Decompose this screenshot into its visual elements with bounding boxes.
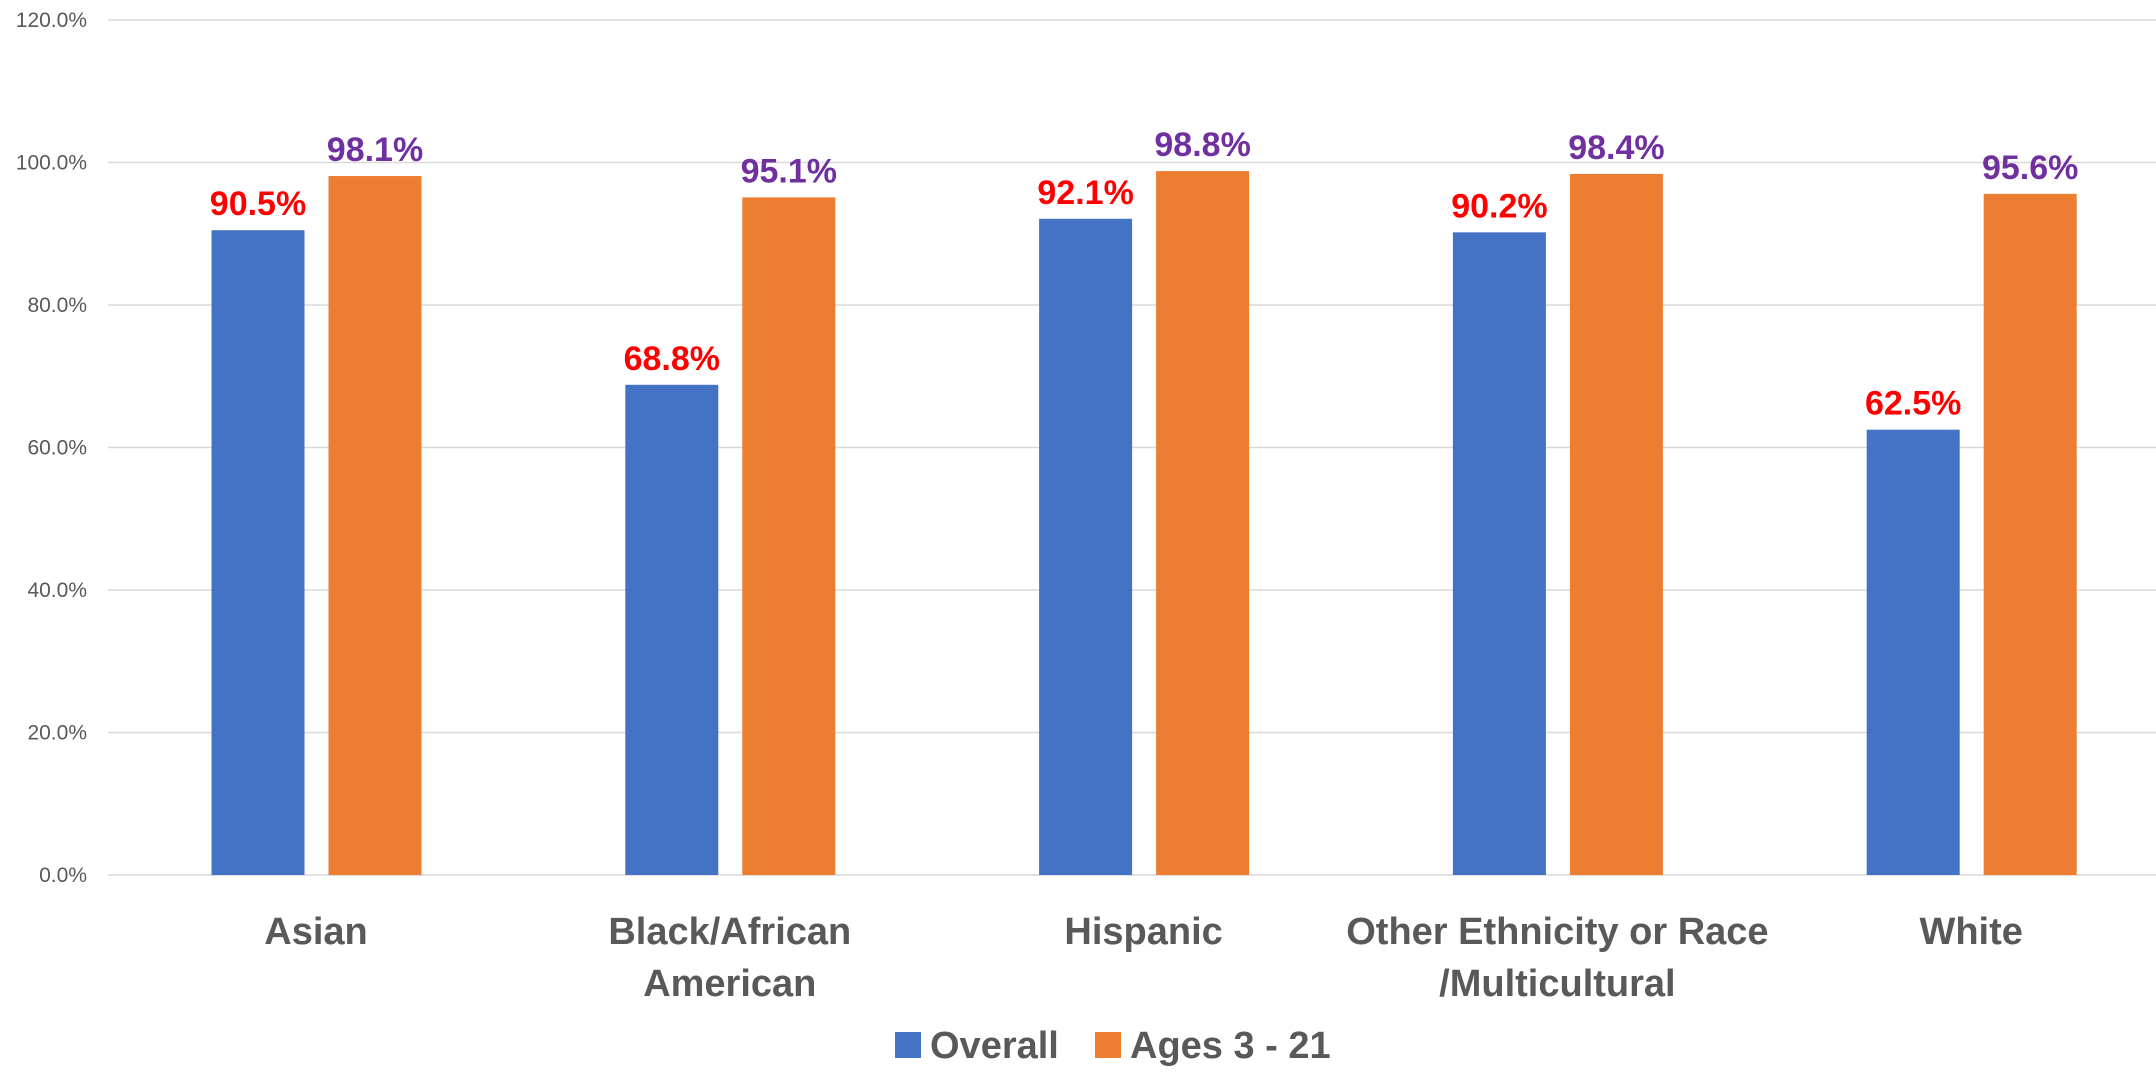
y-tick-label: 120.0% (16, 9, 87, 32)
bar-overall (1866, 429, 1960, 875)
x-category-label: Black/African (608, 911, 851, 953)
bar-ages-3-21 (1569, 173, 1663, 875)
legend-label: Ages 3 - 21 (1130, 1025, 1331, 1067)
y-axis-ticks: 0.0% 20.0% 40.0% 60.0% 80.0% 100.0% 120.0% (16, 9, 87, 887)
data-label: 98.8% (1154, 126, 1250, 164)
x-category-label: Asian (264, 911, 367, 953)
data-label: 95.6% (1982, 149, 2078, 187)
y-tick-label: 60.0% (27, 437, 87, 460)
data-label: 62.5% (1865, 385, 1961, 423)
y-tick-label: 0.0% (39, 864, 87, 887)
bars (211, 171, 2077, 876)
x-category-label: American (643, 963, 816, 1005)
data-label: 95.1% (741, 152, 837, 190)
x-category-label: Other Ethnicity or Race (1346, 911, 1768, 953)
data-labels: 90.5% 98.1% 68.8% 95.1% 92.1% 98.8% 90.2% 98.4%… (210, 126, 2079, 423)
x-category-label: White (1919, 911, 2022, 953)
bar-overall (211, 230, 305, 875)
data-label: 98.4% (1568, 129, 1664, 167)
data-label: 98.1% (327, 131, 423, 169)
bar-ages-3-21 (1156, 171, 1250, 876)
y-tick-label: 80.0% (27, 294, 87, 317)
y-tick-label: 100.0% (16, 152, 87, 175)
y-tick-label: 40.0% (27, 579, 87, 602)
x-category-label: /Multicultural (1439, 963, 1675, 1005)
data-label: 68.8% (624, 340, 720, 378)
x-axis-categories: Asian Black/African American Hispanic Other … (264, 911, 2023, 1005)
x-category-label: Hispanic (1064, 911, 1222, 953)
bar-overall (625, 384, 719, 875)
data-label: 90.5% (210, 185, 306, 223)
bar-ages-3-21 (328, 176, 422, 876)
bar-ages-3-21 (1983, 193, 2077, 876)
data-label: 90.2% (1451, 187, 1547, 225)
legend-swatch (895, 1032, 921, 1058)
data-label: 92.1% (1037, 174, 1133, 212)
legend: Overall Ages 3 - 21 (895, 1025, 1331, 1067)
legend-swatch (1095, 1032, 1121, 1058)
bar-overall (1452, 232, 1546, 875)
y-tick-label: 20.0% (27, 722, 87, 745)
bar-ages-3-21 (742, 197, 836, 876)
bar-overall (1039, 218, 1133, 876)
legend-label: Overall (930, 1025, 1059, 1067)
